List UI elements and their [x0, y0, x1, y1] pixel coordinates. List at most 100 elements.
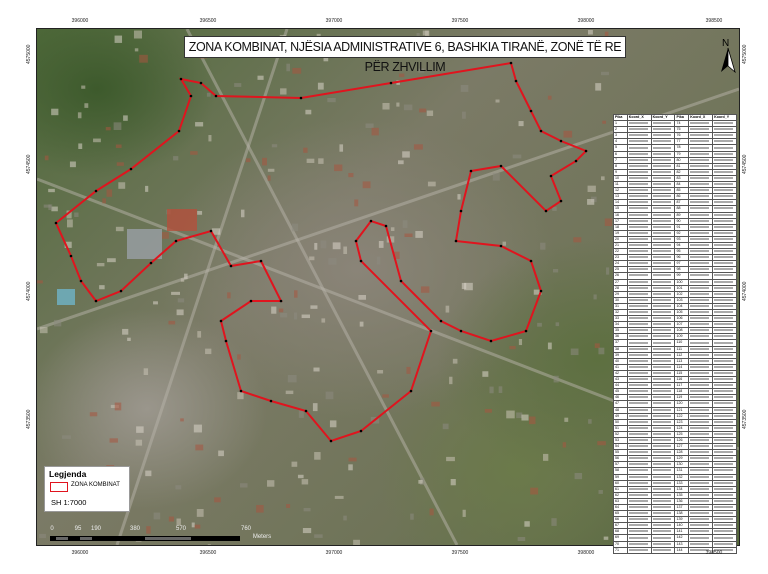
boundary-vertex [329, 439, 333, 443]
illegible-value [652, 164, 672, 167]
building [354, 199, 359, 207]
y-tick-label-left: 4575000 [26, 44, 32, 64]
building [197, 331, 202, 338]
illegible-value [714, 487, 733, 490]
coordinate-cell [712, 241, 737, 250]
illegible-value [652, 341, 672, 344]
building [314, 242, 318, 250]
coordinate-cell [626, 394, 652, 402]
coordinate-cell [712, 522, 737, 530]
building [413, 144, 423, 150]
illegible-value [714, 152, 733, 155]
coordinate-cell [626, 132, 652, 140]
illegible-value [628, 487, 648, 490]
table-row: 59 132 [613, 473, 737, 481]
illegible-value [690, 548, 710, 551]
illegible-value [628, 140, 648, 143]
illegible-value [690, 487, 710, 490]
illegible-value [652, 280, 672, 283]
illegible-value [628, 432, 648, 435]
boundary-vertex [539, 129, 543, 133]
illegible-value [628, 311, 648, 314]
coordinate-cell [626, 449, 652, 457]
coordinate-cell [650, 120, 676, 128]
building [267, 175, 271, 181]
building [398, 73, 405, 78]
boundary-vertex [249, 299, 253, 303]
illegible-value [690, 390, 710, 393]
table-row: 8 81 [613, 162, 737, 170]
illegible-value [628, 176, 648, 179]
building [240, 209, 245, 218]
building [127, 337, 131, 341]
building [297, 474, 304, 479]
building [84, 103, 89, 108]
illegible-value [652, 317, 672, 320]
illegible-value [628, 335, 648, 338]
building [484, 408, 492, 413]
illegible-value [652, 158, 672, 161]
coordinate-cell [712, 333, 737, 341]
illegible-value [714, 341, 733, 344]
illegible-value [652, 487, 672, 490]
building [598, 347, 605, 355]
table-row: 32 105 [613, 308, 737, 317]
building [286, 504, 291, 508]
illegible-value [690, 195, 710, 198]
coordinate-cell [650, 272, 676, 280]
coordinate-cell [650, 162, 676, 170]
table-row: 69 142 [613, 534, 737, 542]
building [81, 85, 86, 89]
illegible-value [690, 134, 710, 137]
coordinate-cell [650, 546, 676, 554]
illegible-value [628, 524, 648, 527]
coordinate-cell [650, 266, 676, 274]
illegible-value [652, 256, 672, 259]
y-tick-label-right: 4574500 [742, 154, 748, 174]
building [161, 232, 169, 239]
building [44, 155, 49, 161]
coordinate-cell [650, 126, 676, 134]
illegible-value [714, 390, 733, 393]
boundary-vertex [359, 429, 363, 433]
illegible-value [628, 158, 648, 161]
coordinate-cell [712, 516, 737, 524]
building [305, 109, 312, 115]
boundary-vertex [304, 409, 308, 413]
illegible-value [690, 481, 710, 484]
table-row: 29 102 [613, 290, 737, 298]
building [114, 35, 123, 43]
building [291, 223, 299, 232]
illegible-value [690, 280, 710, 283]
illegible-value [628, 402, 648, 405]
table-row: 68 141 [613, 528, 737, 536]
building [78, 143, 83, 149]
illegible-value [714, 134, 733, 137]
illegible-value [628, 414, 648, 417]
coordinate-cell [626, 522, 652, 530]
coordinate-cell [650, 497, 676, 506]
pika-cell: 71 [613, 546, 628, 554]
illegible-value [690, 231, 710, 234]
coordinate-cell [650, 461, 676, 469]
building [498, 386, 503, 393]
illegible-value [714, 353, 733, 356]
illegible-value [652, 304, 672, 307]
building [69, 161, 76, 168]
coordinate-cell [712, 138, 737, 146]
coordinate-cell [712, 400, 737, 408]
illegible-value [714, 335, 733, 338]
building [371, 127, 379, 136]
building [168, 516, 175, 522]
boundary-vertex [559, 139, 563, 143]
coordinate-cell [650, 473, 676, 481]
building [294, 312, 298, 320]
coordinate-cell [712, 327, 737, 335]
legend-title: Legjenda [49, 469, 87, 479]
building [418, 68, 425, 73]
industrial-roof [167, 209, 197, 231]
coordinate-cell [626, 443, 652, 451]
coordinate-cell [712, 168, 737, 176]
coordinate-cell [626, 321, 652, 329]
